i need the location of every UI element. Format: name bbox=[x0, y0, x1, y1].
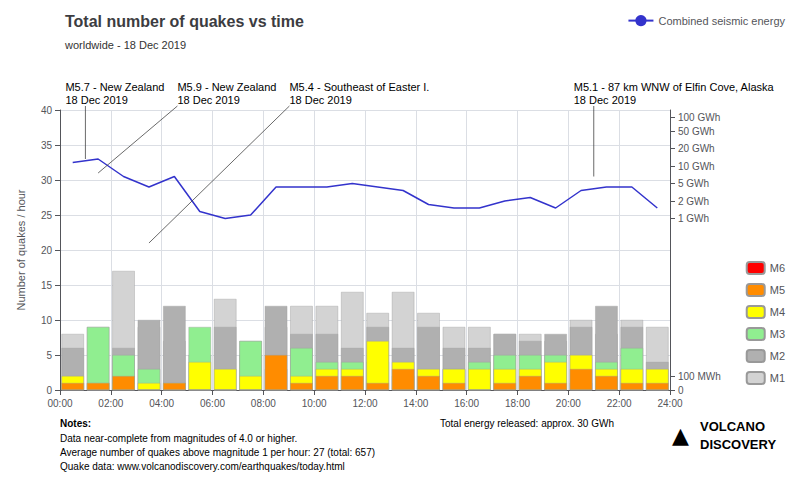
svg-text:Notes:: Notes: bbox=[60, 418, 91, 429]
svg-text:40: 40 bbox=[41, 105, 53, 116]
svg-text:M6: M6 bbox=[770, 262, 785, 274]
svg-text:24:00: 24:00 bbox=[657, 398, 682, 409]
svg-text:M1: M1 bbox=[770, 372, 785, 384]
svg-text:18 Dec 2019: 18 Dec 2019 bbox=[289, 94, 351, 106]
svg-text:worldwide - 18 Dec 2019: worldwide - 18 Dec 2019 bbox=[64, 39, 186, 51]
svg-text:M5.1 - 87 km WNW of Elfin Cove: M5.1 - 87 km WNW of Elfin Cove, Alaska bbox=[574, 81, 775, 93]
svg-text:08:00: 08:00 bbox=[251, 398, 276, 409]
svg-text:0: 0 bbox=[678, 385, 684, 396]
svg-text:Combined seismic energy: Combined seismic energy bbox=[658, 15, 785, 27]
svg-text:M3: M3 bbox=[770, 328, 785, 340]
svg-text:▲: ▲ bbox=[672, 423, 689, 448]
svg-text:VOLCANO: VOLCANO bbox=[700, 419, 765, 434]
svg-text:35: 35 bbox=[41, 140, 53, 151]
svg-text:0: 0 bbox=[46, 385, 52, 396]
svg-text:M5.9 - New Zealand: M5.9 - New Zealand bbox=[177, 81, 276, 93]
svg-text:22:00: 22:00 bbox=[607, 398, 632, 409]
svg-text:18 Dec 2019: 18 Dec 2019 bbox=[65, 94, 127, 106]
svg-text:06:00: 06:00 bbox=[200, 398, 225, 409]
svg-text:Data near-complete from magnit: Data near-complete from magnitudes of 4.… bbox=[60, 433, 297, 444]
svg-text:M5: M5 bbox=[770, 284, 785, 296]
svg-text:100 GWh: 100 GWh bbox=[678, 112, 720, 123]
svg-text:04:00: 04:00 bbox=[149, 398, 174, 409]
svg-text:30: 30 bbox=[41, 175, 53, 186]
svg-text:M2: M2 bbox=[770, 350, 785, 362]
svg-text:18 Dec 2019: 18 Dec 2019 bbox=[574, 94, 636, 106]
svg-text:Number of quakes / hour: Number of quakes / hour bbox=[15, 189, 27, 310]
svg-text:Total energy released: approx.: Total energy released: approx. 30 GWh bbox=[440, 418, 614, 429]
svg-text:5 GWh: 5 GWh bbox=[678, 178, 709, 189]
svg-text:18 Dec 2019: 18 Dec 2019 bbox=[177, 94, 239, 106]
svg-text:10: 10 bbox=[41, 315, 53, 326]
svg-text:1 GWh: 1 GWh bbox=[678, 213, 709, 224]
svg-text:25: 25 bbox=[41, 210, 53, 221]
svg-text:DISCOVERY: DISCOVERY bbox=[700, 437, 776, 452]
svg-text:12:00: 12:00 bbox=[352, 398, 377, 409]
svg-text:Quake data: www.volcanodiscove: Quake data: www.volcanodiscovery.com/ear… bbox=[60, 461, 345, 472]
svg-text:2 GWh: 2 GWh bbox=[678, 196, 709, 207]
svg-text:M5.7 - New Zealand: M5.7 - New Zealand bbox=[65, 81, 164, 93]
svg-text:20 GWh: 20 GWh bbox=[678, 143, 715, 154]
svg-text:16:00: 16:00 bbox=[454, 398, 479, 409]
svg-text:5: 5 bbox=[46, 350, 52, 361]
svg-text:10:00: 10:00 bbox=[302, 398, 327, 409]
svg-text:00:00: 00:00 bbox=[47, 398, 72, 409]
svg-text:10 GWh: 10 GWh bbox=[678, 161, 715, 172]
svg-text:50 GWh: 50 GWh bbox=[678, 126, 715, 137]
svg-text:100 MWh: 100 MWh bbox=[678, 371, 721, 382]
svg-text:14:00: 14:00 bbox=[403, 398, 428, 409]
svg-text:18:00: 18:00 bbox=[505, 398, 530, 409]
svg-text:Total number of quakes vs time: Total number of quakes vs time bbox=[65, 13, 304, 30]
svg-text:Average number of quakes above: Average number of quakes above magnitude… bbox=[60, 447, 375, 458]
svg-text:M5.4 - Southeast of Easter I.: M5.4 - Southeast of Easter I. bbox=[289, 81, 429, 93]
svg-text:02:00: 02:00 bbox=[98, 398, 123, 409]
svg-text:15: 15 bbox=[41, 280, 53, 291]
svg-text:M4: M4 bbox=[770, 306, 785, 318]
svg-text:20: 20 bbox=[41, 245, 53, 256]
svg-text:20:00: 20:00 bbox=[556, 398, 581, 409]
